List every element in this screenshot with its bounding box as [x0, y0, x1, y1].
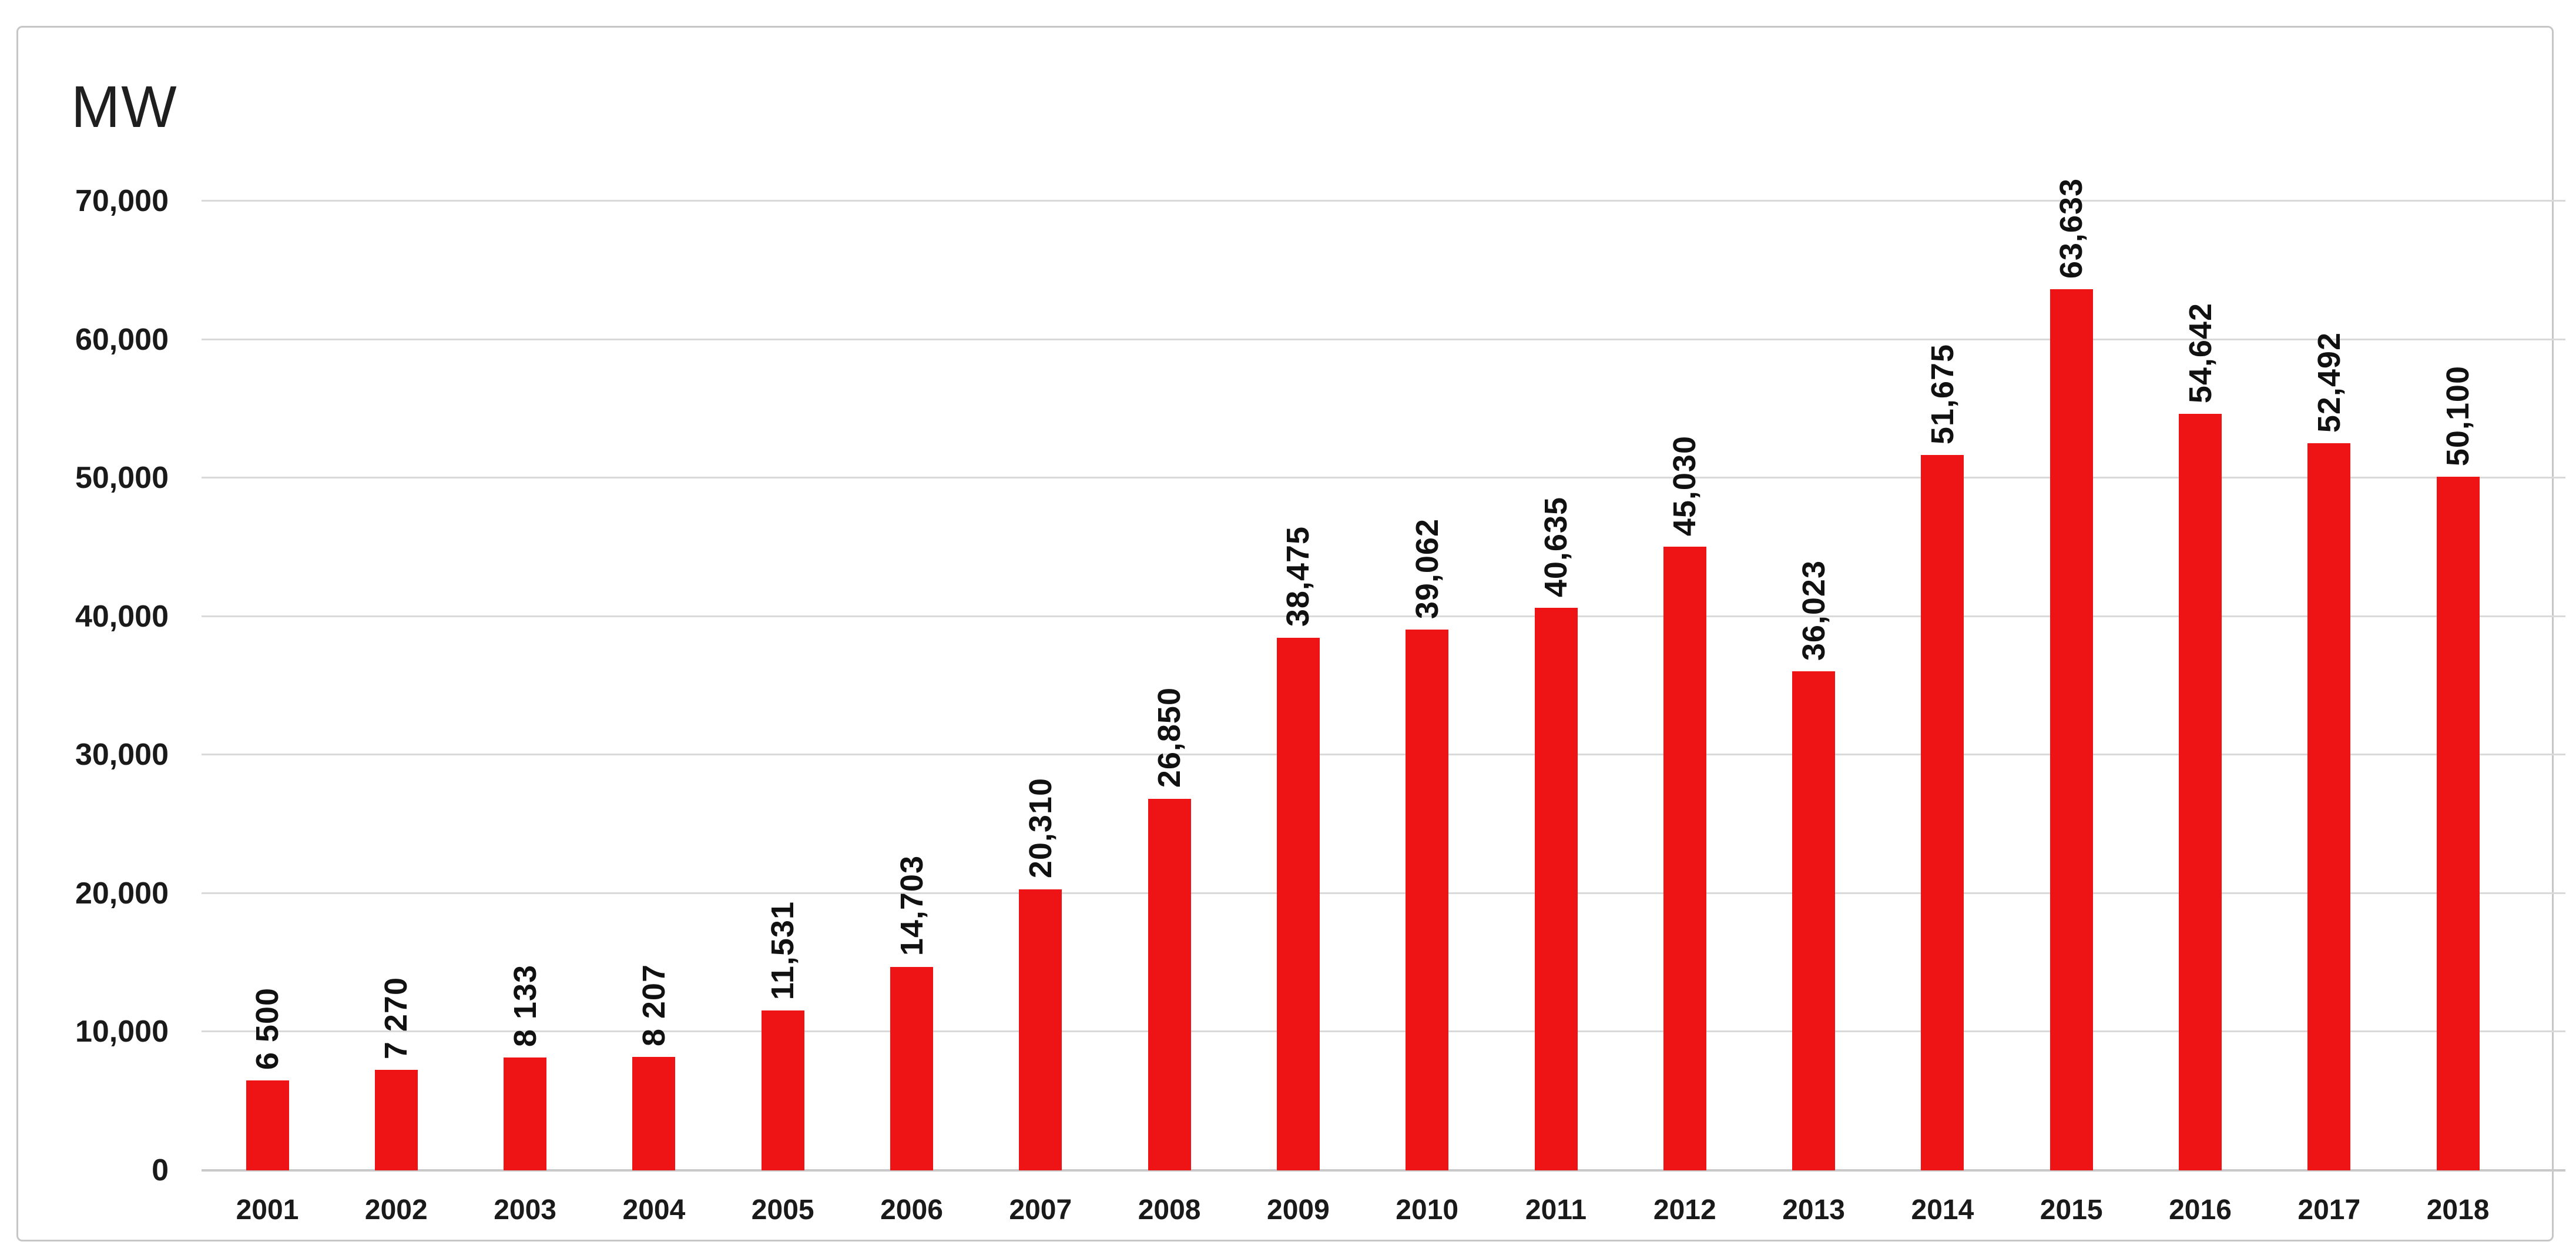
plot-area: 6 500 7 270 8 133 8 207 11,531 14,703 20,310 26… [202, 178, 2565, 1172]
gridline [202, 754, 2565, 756]
bar [1148, 798, 1191, 1170]
x-tick-label: 2004 [622, 1194, 686, 1226]
gridline [202, 892, 2565, 894]
chart-frame: MW 0 10,000 20,000 30,000 40,000 50,000 60,000… [16, 26, 2565, 1241]
bar [1019, 889, 1062, 1170]
x-tick-label: 2010 [1396, 1194, 1459, 1226]
y-tick-label: 50,000 [75, 461, 169, 496]
bar [246, 1080, 289, 1170]
x-tick-label: 2003 [494, 1194, 556, 1226]
bar [374, 1069, 418, 1170]
bar-value-label: 7 270 [378, 976, 414, 1059]
y-tick-label: 70,000 [75, 184, 169, 218]
bar-value-label: 26,850 [1152, 687, 1188, 788]
bar [890, 966, 933, 1170]
gridline [202, 477, 2565, 479]
y-tick-label: 40,000 [75, 599, 169, 634]
x-tick-label: 2005 [751, 1194, 814, 1226]
gridline [202, 1030, 2565, 1033]
bar-value-label: 63,633 [2054, 178, 2089, 279]
bar [1792, 671, 1836, 1170]
bar [1276, 637, 1320, 1170]
bar-value-label: 6 500 [250, 987, 285, 1070]
bar-value-label: 45,030 [1667, 436, 1703, 537]
x-tick-label: 2007 [1009, 1194, 1072, 1226]
y-axis-unit-label: MW [71, 74, 178, 140]
bar-value-label: 8 133 [507, 965, 543, 1047]
x-axis: 2001 2002 2003 2004 2005 2006 2007 2008 2009 2010… [202, 1196, 2565, 1237]
x-tick-label: 2013 [1782, 1194, 1845, 1226]
bar-value-label: 38,475 [1280, 526, 1316, 627]
gridline [202, 338, 2565, 340]
y-tick-label: 60,000 [75, 322, 169, 357]
bar [1663, 547, 1706, 1170]
y-axis: 0 10,000 20,000 30,000 40,000 50,000 60,000 70,… [18, 186, 169, 1186]
y-tick-label: 20,000 [75, 876, 169, 911]
x-tick-label: 2018 [2426, 1194, 2490, 1226]
bar-value-label: 39,062 [1409, 518, 1445, 619]
x-tick-label: 2015 [2040, 1194, 2103, 1226]
y-tick-label: 10,000 [75, 1015, 169, 1049]
bar [2436, 476, 2480, 1170]
bar-value-label: 14,703 [894, 855, 930, 956]
bar-value-label: 50,100 [2440, 365, 2476, 466]
bar-value-label: 11,531 [765, 901, 801, 1000]
y-tick-label: 30,000 [75, 738, 169, 772]
x-tick-label: 2008 [1138, 1194, 1201, 1226]
x-tick-label: 2017 [2297, 1194, 2361, 1226]
gridline [202, 200, 2565, 202]
bar-value-label: 52,492 [2311, 332, 2347, 433]
bar-value-label: 51,675 [1924, 343, 1960, 444]
x-tick-label: 2009 [1267, 1194, 1330, 1226]
bar [2050, 289, 2093, 1170]
bar [632, 1056, 676, 1170]
x-tick-label: 2006 [880, 1194, 943, 1226]
x-tick-label: 2012 [1653, 1194, 1716, 1226]
bar-value-label: 54,642 [2182, 302, 2218, 403]
bar-value-label: 36,023 [1796, 560, 1832, 661]
bar [504, 1057, 547, 1170]
bar [1921, 454, 1964, 1170]
bar [2179, 413, 2222, 1170]
bar [1406, 629, 1449, 1170]
x-tick-label: 2002 [364, 1194, 428, 1226]
bar [2307, 443, 2351, 1170]
bar-value-label: 40,635 [1538, 496, 1574, 597]
x-tick-label: 2001 [236, 1194, 299, 1226]
x-tick-label: 2014 [1911, 1194, 1974, 1226]
gridline [202, 615, 2565, 617]
x-tick-label: 2011 [1525, 1194, 1587, 1226]
x-tick-label: 2016 [2169, 1194, 2232, 1226]
bar-value-label: 20,310 [1022, 778, 1058, 879]
gridline [202, 1169, 2565, 1172]
y-tick-label: 0 [152, 1153, 169, 1187]
bar [761, 1010, 804, 1170]
bar-value-label: 8 207 [636, 963, 672, 1046]
bar [1534, 607, 1578, 1170]
